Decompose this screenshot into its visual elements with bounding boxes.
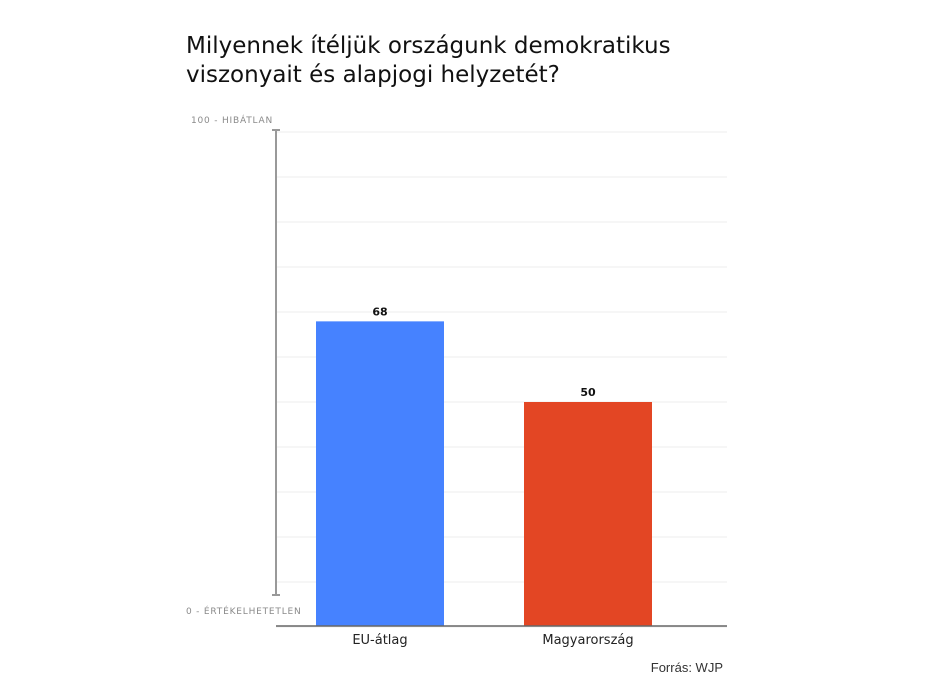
- bar-hu: [524, 402, 652, 626]
- category-label: Magyarország: [542, 633, 633, 648]
- category-label: EU-átlag: [352, 633, 407, 648]
- data-label: 50: [580, 386, 596, 399]
- chart-title-line-2: viszonyait és alapjogi helyzetét?: [186, 62, 560, 88]
- data-label: 68: [372, 305, 387, 318]
- chart-title: Milyennek ítéljük országunk demokratikus…: [186, 32, 806, 90]
- source-note: Forrás: WJP: [650, 660, 723, 675]
- chart-title-line-1: Milyennek ítéljük országunk demokratikus: [186, 33, 671, 59]
- y-axis-bottom-label: 0 - ÉRTÉKELHETETLEN: [186, 605, 302, 617]
- y-axis-top-label: 100 - HIBÁTLAN: [191, 114, 273, 126]
- bar-eu: [316, 321, 444, 626]
